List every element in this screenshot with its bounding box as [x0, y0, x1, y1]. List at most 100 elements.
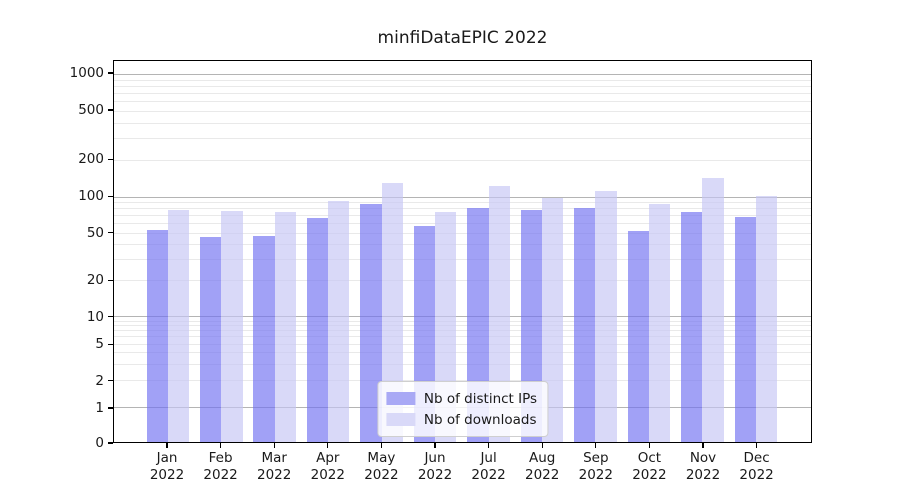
x-tick-label-nov: Nov 2022: [685, 450, 721, 483]
bar-downloads-nov: [702, 177, 724, 442]
x-tick-label-sep: Sep 2022: [578, 450, 613, 483]
chart-title: minfiDataEPIC 2022: [377, 28, 548, 48]
gridline-minor-4: [114, 352, 811, 354]
gridline-minor-90: [114, 202, 811, 204]
gridline-minor-600: [114, 101, 811, 103]
gridline-minor-800: [114, 85, 811, 87]
gridline-minor-30: [114, 259, 811, 261]
bar-downloads-mar: [274, 212, 296, 442]
gridline-minor-900: [114, 79, 811, 81]
legend-item-distinct-ips: Nb of distinct IPs: [385, 388, 538, 409]
bar-downloads-jul: [488, 186, 510, 442]
x-tick-label-oct: Oct 2022: [632, 450, 667, 483]
legend-swatch-downloads: [385, 413, 415, 426]
bar-ips-may: [360, 203, 382, 442]
legend-swatch-distinct-ips: [385, 392, 415, 405]
gridline-minor-50: [114, 232, 811, 234]
gridline-minor-3: [114, 363, 811, 365]
gridline-minor-300: [114, 138, 811, 140]
bar-downloads-may: [381, 182, 403, 442]
plot-area: Nb of distinct IPs Nb of downloads: [113, 60, 812, 443]
bar-ips-nov: [681, 211, 703, 442]
y-tick-label-50: 50: [86, 224, 104, 241]
bar-ips-oct: [627, 230, 649, 442]
x-tick-label-jul: Jul 2022: [471, 450, 506, 483]
x-tick-mark-nov: [702, 443, 704, 448]
gridline-minor-9: [114, 320, 811, 322]
legend: Nb of distinct IPs Nb of downloads: [376, 381, 549, 437]
legend-label-downloads: Nb of downloads: [423, 411, 537, 428]
y-tick-mark-20: [108, 279, 113, 282]
y-tick-label-0: 0: [95, 435, 104, 451]
bar-downloads-jan: [167, 209, 190, 442]
y-tick-label-200: 200: [78, 151, 104, 168]
gridline-minor-7: [114, 330, 811, 332]
gridline-minor-500: [114, 110, 811, 112]
y-tick-mark-10: [108, 316, 113, 318]
y-tick-label-100: 100: [78, 188, 104, 205]
y-tick-label-5: 5: [95, 336, 104, 353]
y-tick-label-1000: 1000: [69, 64, 104, 81]
x-tick-label-jun: Jun 2022: [417, 450, 453, 483]
gridline-minor-60: [114, 223, 811, 225]
x-tick-label-jan: Jan 2022: [149, 450, 185, 483]
bar-ips-dec: [734, 217, 756, 442]
x-tick-mark-may: [380, 443, 383, 448]
y-tick-mark-1: [108, 407, 113, 409]
y-tick-label-10: 10: [86, 308, 104, 325]
legend-item-downloads: Nb of downloads: [385, 409, 537, 430]
x-tick-label-apr: Apr 2022: [310, 450, 345, 483]
bar-downloads-oct: [648, 203, 671, 442]
x-tick-label-mar: Mar 2022: [257, 450, 292, 483]
gridline-major-1000: [114, 73, 811, 75]
gridline-minor-20: [114, 280, 811, 282]
bar-ips-mar: [253, 235, 275, 442]
bar-downloads-dec: [755, 195, 777, 442]
x-tick-mark-aug: [541, 443, 543, 448]
gridline-minor-700: [114, 92, 811, 94]
y-tick-mark-2: [108, 379, 113, 382]
bar-ips-feb: [200, 236, 222, 442]
y-tick-mark-200: [108, 158, 113, 160]
x-tick-label-aug: Aug 2022: [525, 450, 560, 483]
gridline-minor-40: [114, 244, 811, 246]
x-tick-mark-jun: [434, 443, 436, 448]
gridline-minor-70: [114, 215, 811, 217]
x-tick-mark-sep: [595, 443, 597, 448]
x-tick-mark-oct: [648, 443, 651, 448]
x-tick-mark-mar: [273, 443, 275, 448]
x-tick-mark-feb: [219, 443, 222, 448]
x-tick-label-feb: Feb 2022: [203, 450, 238, 483]
gridline-minor-2: [114, 379, 811, 381]
bar-downloads-apr: [328, 200, 350, 442]
y-tick-mark-5: [108, 343, 113, 345]
y-tick-mark-50: [108, 231, 113, 234]
gridline-minor-8: [114, 325, 811, 327]
bar-downloads-sep: [595, 190, 617, 442]
x-tick-label-dec: Dec 2022: [739, 450, 774, 483]
y-tick-mark-0: [108, 442, 113, 444]
bar-ips-jan: [146, 229, 168, 442]
y-tick-label-500: 500: [78, 102, 104, 119]
y-tick-mark-100: [108, 195, 113, 197]
gridline-minor-6: [114, 336, 811, 338]
y-tick-mark-500: [108, 109, 113, 111]
y-tick-mark-1000: [108, 72, 113, 74]
y-tick-label-2: 2: [95, 372, 104, 389]
gridline-major-100: [114, 196, 811, 198]
gridline-minor-5: [114, 343, 811, 345]
gridline-minor-400: [114, 122, 811, 124]
gridline-minor-80: [114, 208, 811, 210]
x-tick-label-may: May 2022: [364, 450, 399, 483]
gridline-major-10: [114, 316, 811, 318]
bar-downloads-feb: [221, 210, 243, 442]
x-tick-mark-dec: [755, 443, 758, 448]
legend-label-distinct-ips: Nb of distinct IPs: [423, 390, 538, 407]
y-tick-label-1: 1: [95, 399, 104, 416]
bar-ips-sep: [574, 208, 596, 442]
x-tick-mark-apr: [327, 443, 329, 448]
bar-ips-apr: [306, 218, 329, 442]
y-tick-label-20: 20: [86, 272, 104, 289]
x-tick-mark-jan: [166, 443, 168, 448]
